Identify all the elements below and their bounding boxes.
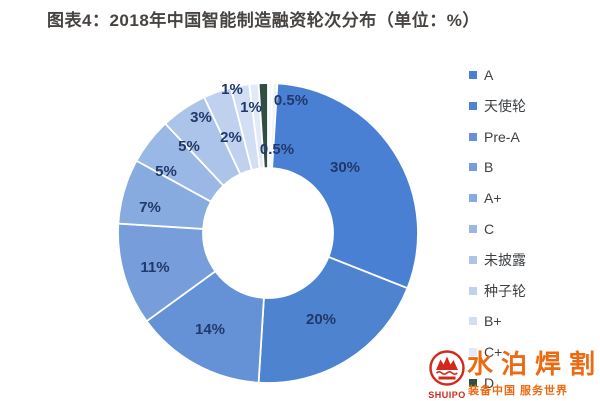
legend-swatch — [469, 286, 477, 295]
chart-title: 图表4：2018年中国智能制造融资轮次分布（单位：%） — [47, 11, 480, 30]
slice-label: 2% — [220, 129, 242, 146]
legend-label: B+ — [484, 313, 502, 330]
legend-label: 未披露 — [484, 251, 526, 268]
pie-slice-D — [257, 82, 269, 170]
legend-label: D — [484, 375, 495, 391]
slice-label: 1% — [221, 81, 243, 98]
legend-swatch — [469, 379, 477, 387]
legend-swatch — [469, 101, 477, 110]
legend-label: B — [484, 159, 494, 176]
legend-label: 天使轮 — [484, 97, 526, 114]
slice-label: 0.5% — [274, 92, 308, 109]
watermark: SHUIPO 水泊焊割 装备中国 服务世界 — [426, 349, 600, 401]
legend-item-天使轮: 天使轮 — [469, 98, 526, 114]
legend-item-B: B — [469, 159, 493, 175]
chart-legend: A 天使轮 Pre-A B A+ C 未披露种子轮 B+ C+ D — [469, 0, 594, 401]
legend-label: C+ — [484, 344, 503, 361]
legend-label: C — [484, 221, 495, 237]
legend-swatch — [469, 317, 477, 326]
legend-swatch — [469, 255, 477, 264]
legend-item-Pre-A: Pre-A — [469, 129, 520, 145]
slice-label: 3% — [190, 109, 212, 126]
legend-item-D: D — [469, 375, 494, 391]
pie-slice-A — [271, 82, 419, 290]
legend-item-C+: C+ — [469, 344, 502, 360]
slice-label: 7% — [139, 199, 161, 216]
pie-slice-天使轮 — [257, 255, 409, 384]
legend-swatch — [469, 132, 477, 141]
legend-swatch — [469, 194, 477, 203]
watermark-slogan: 装备中国 服务世界 — [468, 385, 569, 397]
legend-item-未披露: 未披露 — [469, 252, 526, 268]
shuipo-logo-icon — [429, 350, 465, 386]
slice-label: 5% — [178, 138, 200, 155]
legend-swatch — [469, 71, 477, 79]
legend-item-A: A — [469, 67, 493, 83]
slice-label: 11% — [140, 259, 169, 276]
legend-swatch — [469, 163, 477, 172]
legend-label: A — [484, 67, 494, 83]
slice-label: 0.5% — [260, 141, 294, 158]
slice-label: 5% — [155, 163, 177, 180]
shuipo-logo: SHUIPO — [426, 349, 468, 400]
slice-label: 30% — [330, 159, 360, 176]
legend-label: A+ — [484, 190, 502, 207]
legend-swatch — [469, 225, 477, 233]
shuipo-logo-text: SHUIPO — [428, 390, 466, 400]
legend-label: Pre-A — [484, 128, 520, 145]
legend-swatch — [469, 348, 477, 357]
legend-item-种子轮: 种子轮 — [469, 283, 526, 299]
slice-label: 14% — [195, 321, 225, 338]
legend-item-C: C — [469, 221, 494, 237]
legend-label: 种子轮 — [484, 282, 526, 299]
slice-label: 20% — [306, 311, 336, 328]
legend-item-A+: A+ — [469, 190, 502, 206]
slice-label: 1% — [240, 99, 262, 116]
watermark-brand: 水泊焊割 — [467, 349, 600, 379]
legend-item-B+: B+ — [469, 313, 502, 329]
